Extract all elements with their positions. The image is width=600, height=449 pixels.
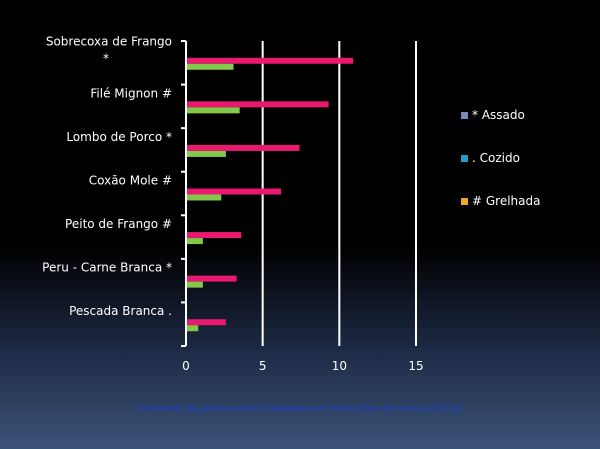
- category-label-1: Filé Mignon #: [90, 86, 172, 100]
- category-label-5: Peru - Carne Branca *: [42, 261, 172, 275]
- legend-label-1: . Cozido: [472, 151, 520, 165]
- category-label-3: Coxão Mole #: [89, 174, 172, 188]
- legend-swatch-0: [461, 112, 468, 119]
- bar-saturated-3: [187, 194, 222, 201]
- x-tick-label-0: 0: [182, 359, 190, 373]
- category-labels: Sobrecoxa de Frango * Filé Mignon # Lombo d…: [42, 34, 172, 318]
- gridlines: [261, 41, 417, 346]
- category-label-2: Lombo de Porco *: [66, 130, 172, 144]
- x-tick-label-15: 15: [408, 359, 423, 373]
- bar-saturated-6: [187, 325, 199, 332]
- bar-total-5: [187, 275, 237, 282]
- category-label-4: Peito de Frango #: [65, 217, 172, 231]
- bar-saturated-2: [187, 150, 226, 157]
- bar-saturated-0: [187, 63, 234, 70]
- bar-total-1: [187, 101, 329, 108]
- legend-swatch-1: [461, 155, 468, 162]
- chart-caption: Conteúdo de gordura total e saturada em …: [138, 403, 462, 414]
- bar-total-2: [187, 144, 300, 151]
- bar-total-0: [187, 57, 354, 64]
- x-tick-labels: 0 5 10 15: [182, 359, 423, 373]
- x-tick-label-5: 5: [259, 359, 267, 373]
- legend-label-0: * Assado: [472, 108, 525, 122]
- bar-total-3: [187, 188, 282, 195]
- bar-saturated-5: [187, 281, 203, 288]
- bar-saturated-1: [187, 107, 240, 114]
- category-label-0-line-1: *: [103, 51, 109, 65]
- bar-total-6: [187, 319, 226, 326]
- axes: [181, 40, 187, 347]
- category-label-6: Pescada Branca .: [69, 304, 172, 318]
- legend-swatch-2: [461, 198, 468, 205]
- bar-saturated-4: [187, 238, 203, 245]
- bars-group: [187, 57, 354, 332]
- x-tick-label-10: 10: [332, 359, 347, 373]
- legend-label-2: # Grelhada: [472, 194, 540, 208]
- category-label-0-line-0: Sobrecoxa de Frango: [46, 34, 172, 48]
- bar-total-4: [187, 232, 242, 239]
- legend: * Assado . Cozido # Grelhada: [461, 108, 540, 208]
